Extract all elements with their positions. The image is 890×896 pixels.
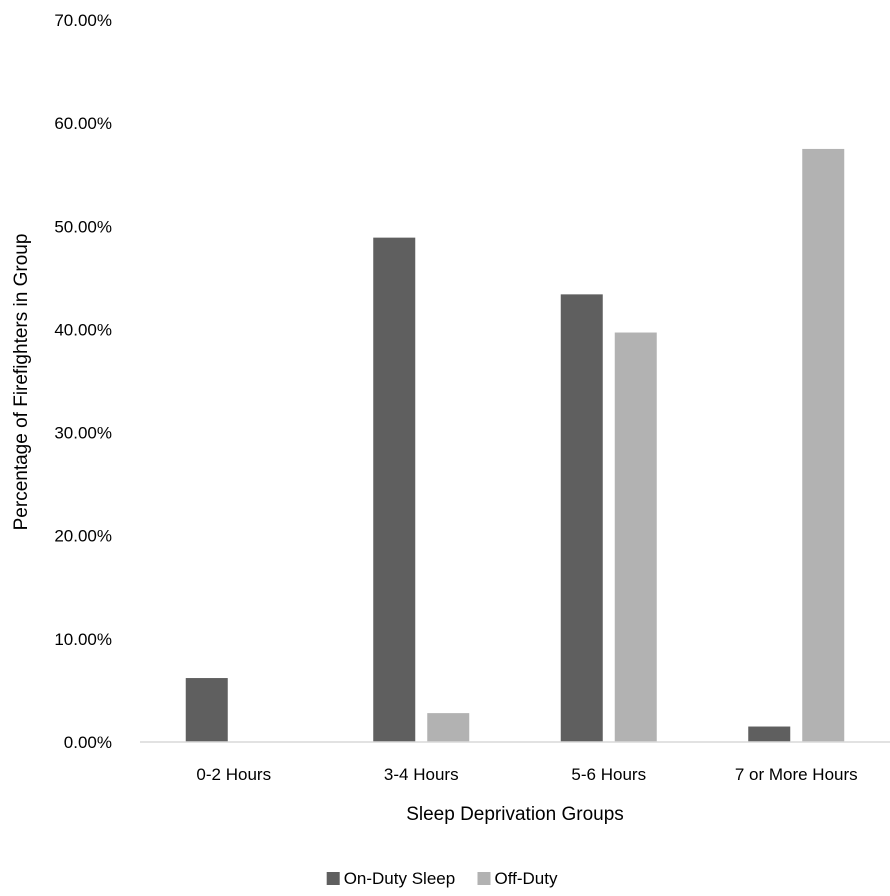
bar-off-duty-5-6-hours	[614, 332, 657, 742]
x-axis-categories: 0-2 Hours 3-4 Hours 5-6 Hours 7 or More Hou…	[196, 765, 857, 784]
bars	[185, 148, 845, 743]
x-category-label: 3-4 Hours	[384, 765, 459, 784]
x-category-label: 7 or More Hours	[735, 765, 858, 784]
y-tick-label: 0.00%	[64, 733, 112, 752]
bar-on-duty-sleep-5-6-hours	[560, 294, 603, 742]
legend-label: On-Duty Sleep	[344, 869, 456, 888]
legend-swatch	[477, 872, 491, 885]
x-axis-title: Sleep Deprivation Groups	[406, 804, 624, 825]
y-tick-label: 40.00%	[54, 320, 112, 339]
bar-on-duty-sleep-7-or-more-hours	[748, 726, 791, 742]
y-axis-ticks: 0.00% 10.00% 20.00% 30.00% 40.00% 50.00% 60.00…	[54, 11, 112, 752]
bar-on-duty-sleep-0-2-hours	[185, 678, 228, 742]
y-tick-label: 10.00%	[54, 630, 112, 649]
y-tick-label: 20.00%	[54, 527, 112, 546]
y-axis-title: Percentage of Firefighters in Group	[11, 234, 32, 531]
y-tick-label: 50.00%	[54, 217, 112, 236]
bar-on-duty-sleep-3-4-hours	[373, 237, 416, 743]
legend: On-Duty Sleep Off-Duty	[326, 869, 558, 888]
bar-off-duty-3-4-hours	[427, 713, 470, 742]
y-tick-label: 70.00%	[54, 11, 112, 30]
x-category-label: 0-2 Hours	[196, 765, 271, 784]
legend-label: Off-Duty	[495, 869, 558, 888]
legend-swatch	[326, 872, 340, 885]
bar-off-duty-7-or-more-hours	[802, 148, 845, 742]
y-tick-label: 30.00%	[54, 424, 112, 443]
y-tick-label: 60.00%	[54, 114, 112, 133]
x-category-label: 5-6 Hours	[571, 765, 646, 784]
